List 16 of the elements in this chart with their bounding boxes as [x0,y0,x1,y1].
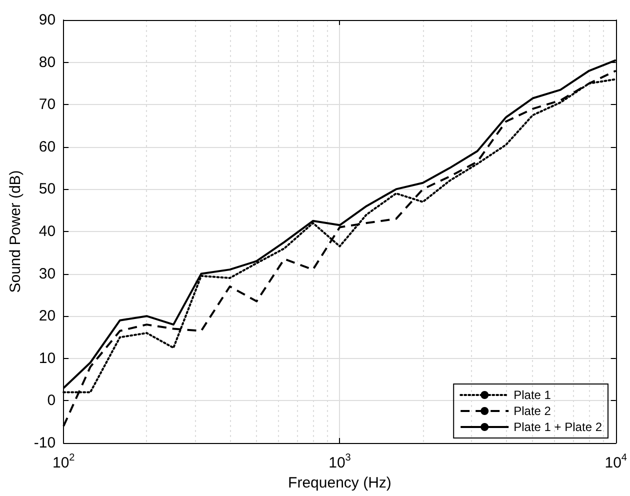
y-tick-label: -10 [34,434,56,452]
y-tick-label: 50 [38,180,56,198]
y-tick-label: 0 [47,392,56,410]
y-tick-label: 40 [38,223,56,240]
legend-label: Plate 1 + Plate 2 [514,420,602,434]
x-axis-title: Frequency (Hz) [288,474,392,492]
y-axis-title: Sound Power (dB) [7,170,24,293]
y-tick-label: 70 [38,96,56,114]
y-tick-label: 10 [38,350,56,367]
legend-label: Plate 1 [514,388,552,402]
y-tick-label: 60 [38,138,56,156]
y-tick-label: 90 [38,12,56,28]
y-tick-label: 20 [38,308,56,325]
y-tick-label: 30 [38,265,56,282]
legend-label: Plate 2 [514,404,552,418]
y-tick-label: 80 [38,54,56,71]
